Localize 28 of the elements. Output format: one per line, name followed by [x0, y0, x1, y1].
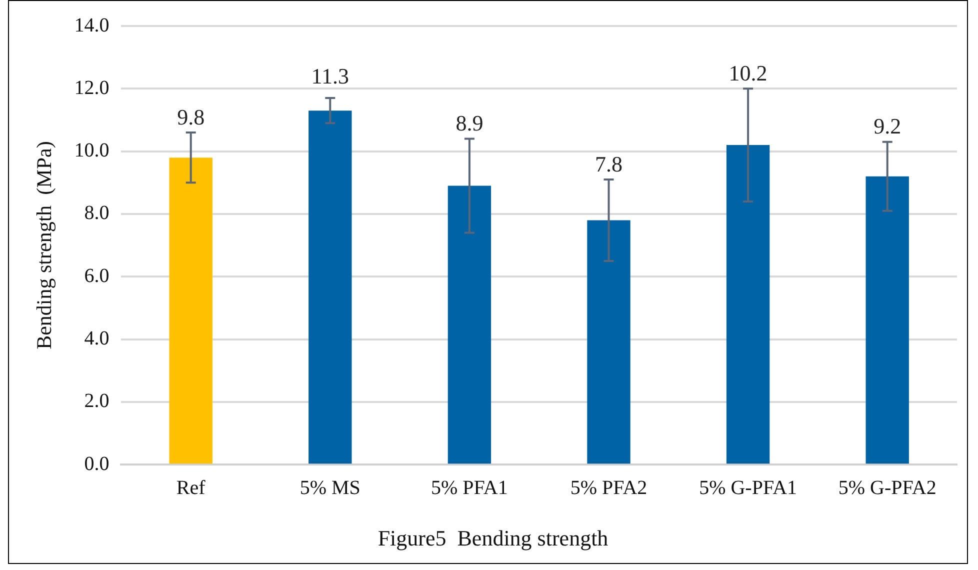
y-tick-label: 4.0 — [84, 328, 110, 350]
bar — [866, 176, 909, 464]
bar — [308, 110, 352, 464]
x-tick-label: Ref — [176, 476, 206, 499]
x-tick-label: 5% PFA1 — [431, 476, 508, 499]
y-tick-label: 0.0 — [84, 452, 110, 475]
bar — [587, 220, 630, 464]
bar — [726, 145, 770, 464]
y-tick-label: 8.0 — [84, 202, 110, 224]
data-label: 9.2 — [874, 114, 902, 139]
data-label: 11.3 — [311, 63, 349, 88]
data-label: 7.8 — [595, 151, 622, 176]
y-tick-label: 2.0 — [84, 390, 110, 412]
y-tick-label: 6.0 — [84, 264, 110, 287]
y-tick-label: 14.0 — [74, 14, 110, 36]
x-tick-label: 5% PFA2 — [570, 476, 648, 499]
x-tick-label: 5% MS — [300, 476, 360, 499]
y-tick-label: 10.0 — [74, 140, 110, 162]
bar — [169, 158, 212, 464]
x-tick-label: 5% G-PFA2 — [838, 476, 936, 499]
data-label: 8.9 — [456, 110, 484, 136]
text: Figure5 Bending strength — [378, 526, 608, 551]
data-label: 10.2 — [728, 60, 768, 86]
data-label: 9.8 — [177, 104, 205, 130]
x-tick-label: 5% G-PFA1 — [699, 476, 798, 499]
y-tick-label: 12.0 — [74, 76, 110, 99]
y-axis-title: Bending strength (MPa) — [32, 141, 56, 350]
bar — [448, 186, 492, 464]
